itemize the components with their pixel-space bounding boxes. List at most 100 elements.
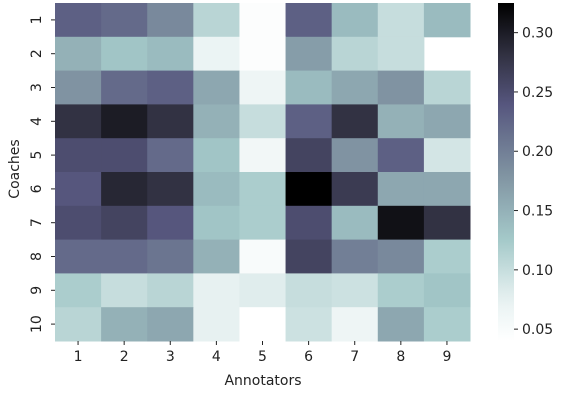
y-tick-label: 8 (29, 252, 45, 261)
heatmap-cell (377, 239, 425, 274)
x-tick-label: 5 (258, 349, 267, 365)
colorbar-tick-label: 0.20 (522, 144, 553, 160)
y-tick-label: 3 (29, 83, 45, 92)
heatmap-cell (423, 205, 471, 241)
heatmap-cell (377, 273, 425, 308)
x-axis-ticks: 1 2 3 4 5 6 7 8 9 (74, 341, 451, 365)
heatmap-cell (101, 3, 148, 38)
heatmap-cell (331, 273, 379, 308)
heatmap-cell (285, 70, 333, 105)
heatmap-cell (193, 273, 240, 308)
heatmap-cell (101, 307, 148, 342)
heatmap-cell (331, 70, 379, 105)
heatmap-cell (193, 3, 240, 38)
heatmap-cell (193, 205, 240, 241)
heatmap-cell (285, 138, 333, 173)
heatmap-cell (101, 239, 148, 274)
heatmap-cell (147, 205, 194, 241)
heatmap-cell (377, 205, 425, 241)
heatmap-cell (101, 70, 148, 105)
heatmap-cell (147, 36, 194, 72)
heatmap-cell (55, 3, 102, 38)
heatmap-cell (331, 307, 379, 342)
colorbar-tick-label: 0.25 (522, 85, 553, 101)
x-tick-label: 9 (442, 349, 451, 365)
heatmap-cell (423, 104, 471, 139)
colorbar-gradient (498, 3, 514, 341)
heatmap-cell (423, 273, 471, 308)
y-tick-label: 5 (29, 151, 45, 160)
heatmap-cell (423, 172, 471, 207)
heatmap-cell (193, 104, 240, 139)
heatmap-cell (285, 307, 333, 342)
heatmap-cell (193, 138, 240, 173)
heatmap-cell (55, 273, 102, 308)
heatmap-cell (377, 3, 425, 38)
heatmap-cell (239, 239, 287, 274)
heatmap-cell (55, 36, 102, 72)
heatmap-cell (285, 36, 333, 72)
heatmap-cell (147, 70, 194, 105)
heatmap-cell (377, 138, 425, 173)
heatmap-cell (193, 36, 240, 72)
heatmap-cell (55, 70, 102, 105)
heatmap-cell (239, 172, 287, 207)
x-tick-label: 7 (350, 349, 359, 365)
heatmap-cell (331, 172, 379, 207)
y-tick-label: 4 (29, 117, 45, 126)
heatmap-cell (147, 104, 194, 139)
heatmap-cell (193, 172, 240, 207)
heatmap-cell (101, 273, 148, 308)
y-tick-label: 6 (29, 184, 45, 193)
heatmap-cell (423, 138, 471, 173)
heatmap-cell (239, 205, 287, 241)
heatmap-cell (55, 172, 102, 207)
colorbar-tick-label: 0.15 (522, 204, 553, 220)
heatmap-cell (147, 172, 194, 207)
heatmap-cell (377, 36, 425, 72)
heatmap-cell (147, 3, 194, 38)
heatmap-cells (55, 3, 471, 342)
heatmap-cell (377, 172, 425, 207)
heatmap-cell (239, 273, 287, 308)
heatmap-cell (377, 307, 425, 342)
heatmap-cell (55, 205, 102, 241)
heatmap-cell (193, 239, 240, 274)
heatmap-cell (55, 104, 102, 139)
heatmap-cell (239, 138, 287, 173)
heatmap-cell (147, 307, 194, 342)
heatmap-cell (377, 104, 425, 139)
y-tick-label: 7 (29, 218, 45, 227)
y-axis-ticks: 1 2 3 4 5 6 7 8 9 10 (29, 15, 55, 333)
heatmap-cell (331, 205, 379, 241)
y-tick-label: 2 (29, 49, 45, 58)
heatmap-cell (331, 138, 379, 173)
heatmap-cell (285, 172, 333, 207)
heatmap-cell (193, 307, 240, 342)
heatmap-cell (331, 104, 379, 139)
colorbar-tick-label: 0.05 (522, 322, 553, 338)
heatmap-cell (423, 3, 471, 38)
y-tick-label: 1 (29, 15, 45, 24)
heatmap-cell (101, 36, 148, 72)
y-axis-label: Coaches (7, 139, 23, 198)
heatmap-cell (101, 172, 148, 207)
heatmap-cell (285, 273, 333, 308)
x-tick-label: 2 (120, 349, 129, 365)
heatmap-cell (147, 138, 194, 173)
colorbar-tick-label: 0.30 (522, 26, 553, 42)
x-tick-label: 4 (212, 349, 221, 365)
heatmap-cell (239, 307, 287, 342)
heatmap-cell (377, 70, 425, 105)
heatmap-cell (55, 239, 102, 274)
heatmap-cell (239, 3, 287, 38)
x-axis-label: Annotators (224, 373, 301, 389)
heatmap-cell (423, 239, 471, 274)
heatmap-cell (423, 307, 471, 342)
colorbar-ticks: 0.05 0.10 0.15 0.20 0.25 0.30 (514, 26, 553, 338)
heatmap-cell (55, 138, 102, 173)
heatmap-cell (331, 3, 379, 38)
colorbar: 0.05 0.10 0.15 0.20 0.25 0.30 (498, 3, 553, 341)
heatmap-cell (285, 104, 333, 139)
